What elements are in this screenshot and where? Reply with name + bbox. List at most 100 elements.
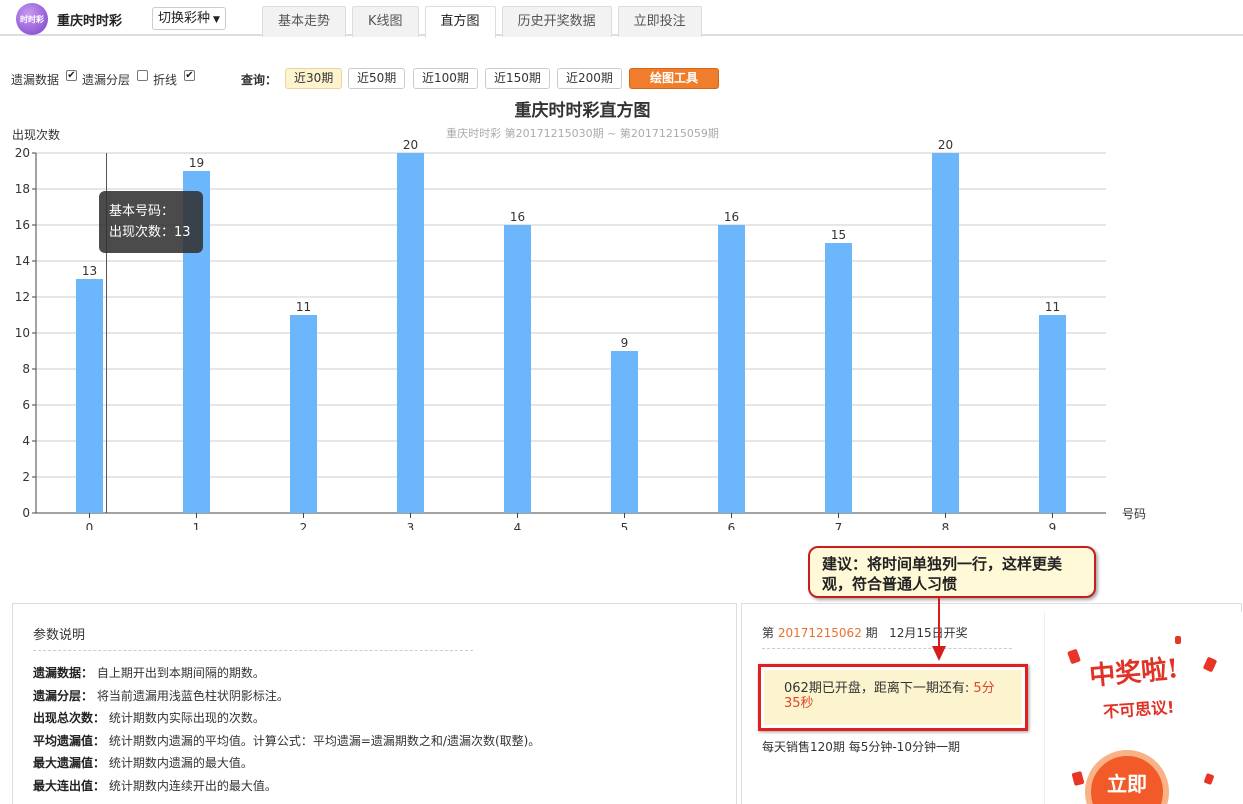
tab-history-data[interactable]: 历史开奖数据: [501, 6, 612, 37]
data-label-6: 16: [724, 210, 739, 224]
data-label-5: 9: [621, 336, 629, 350]
param-item: 遗漏数据： 自上期开出到本期间隔的期数。: [33, 662, 540, 685]
divider: [762, 648, 1012, 649]
y-tick-label: 12: [15, 290, 30, 304]
app-title: 重庆时时彩: [57, 14, 123, 29]
option-label-missing-layer: 遗漏分层: [82, 73, 131, 87]
query-150-button[interactable]: 近150期: [485, 68, 550, 89]
x-tick-label-5: 5: [621, 521, 629, 530]
params-panel: 参数说明 遗漏数据： 自上期开出到本期间隔的期数。 遗漏分层： 将当前遗漏用浅蓝…: [12, 603, 737, 804]
issue-number: 20171215062: [777, 626, 862, 640]
chart-subtitle: 重庆时时彩 第20171215030期 ~ 第20171215059期: [446, 127, 719, 140]
param-desc: 统计期数内遗漏的最大值。: [108, 756, 253, 770]
histogram-chart: 出现次数024681012141618201301911122031649516…: [12, 127, 1146, 530]
x-tick-label-0: 0: [86, 521, 94, 530]
red-envelope-icon: [1203, 772, 1215, 786]
bar-5: [611, 351, 638, 513]
param-item: 最大连出值： 统计期数内连续开出的最大值。: [33, 775, 540, 798]
x-tick-label-8: 8: [942, 521, 950, 530]
promo-bet-button[interactable]: 立即: [1085, 750, 1169, 804]
param-item: 遗漏分层： 将当前遗漏用浅蓝色柱状阴影标注。: [33, 685, 540, 708]
y-tick-label: 6: [22, 398, 30, 412]
nav-tabs: 基本走势 K线图 直方图 历史开奖数据 立即投注: [262, 6, 708, 38]
tab-k-line[interactable]: K线图: [352, 6, 419, 37]
data-label-9: 11: [1045, 300, 1060, 314]
tab-bet-now[interactable]: 立即投注: [617, 6, 702, 37]
top-bar: 时时彩 重庆时时彩 切换彩种 ▼ 基本走势 K线图 直方图 历史开奖数据 立即投注: [0, 0, 1243, 38]
bar-4: [504, 225, 531, 513]
data-label-8: 20: [938, 138, 953, 152]
x-tick-label-6: 6: [728, 521, 736, 530]
red-envelope-icon: [1067, 648, 1081, 665]
tab-histogram[interactable]: 直方图: [424, 6, 496, 38]
divider: [33, 650, 473, 651]
issue-line: 第 20171215062 期 12月15日开奖: [762, 624, 968, 641]
param-desc: 将当前遗漏用浅蓝色柱状阴影标注。: [96, 688, 289, 703]
param-term: 遗漏数据：: [33, 666, 94, 680]
query-50-button[interactable]: 近50期: [348, 68, 406, 89]
countdown-value: 5分35秒: [784, 681, 995, 711]
bar-3: [397, 153, 424, 513]
query-100-button[interactable]: 近100期: [413, 68, 478, 89]
query-200-button[interactable]: 近200期: [557, 68, 622, 89]
red-envelope-icon: [1202, 656, 1218, 673]
data-label-3: 20: [403, 138, 418, 152]
countdown-text: 062期已开盘，距离下一期还有:: [784, 681, 970, 696]
param-term: 最大遗漏值：: [33, 756, 106, 770]
bar-8: [932, 153, 959, 513]
params-title: 参数说明: [33, 628, 86, 643]
app-logo[interactable]: 时时彩: [16, 3, 48, 35]
x-tick-label-1: 1: [193, 521, 201, 530]
countdown-inner: 062期已开盘，距离下一期还有: 5分35秒: [764, 670, 1022, 725]
y-tick-label: 14: [15, 254, 30, 268]
switch-lottery-dropdown[interactable]: 切换彩种 ▼: [152, 7, 226, 30]
param-desc: 统计期数内遗漏的平均值。计算公式：平均遗漏=遗漏期数之和/遗漏次数(取整)。: [108, 733, 541, 748]
param-item: 出现总次数： 统计期数内实际出现的次数。: [33, 707, 540, 730]
x-tick-label-4: 4: [514, 521, 522, 530]
params-list: 遗漏数据： 自上期开出到本期间隔的期数。 遗漏分层： 将当前遗漏用浅蓝色柱状阴影…: [33, 662, 540, 797]
bar-7: [825, 243, 852, 513]
x-tick-label-3: 3: [407, 521, 415, 530]
data-label-1: 19: [189, 156, 204, 170]
x-axis-label: 号码: [1122, 507, 1146, 521]
controls-bar: 遗漏数据 ✔ 遗漏分层 折线 ✔ 查询： 近30期 近50期 近100期 近15…: [11, 68, 1231, 92]
checkbox-missing-layer[interactable]: [137, 70, 148, 81]
annotation-callout: 建议：将时间单独列一行，这样更美观，符合普通人习惯: [808, 546, 1096, 598]
data-label-2: 11: [296, 300, 311, 314]
y-tick-label: 16: [15, 218, 30, 232]
red-envelope-icon: [1071, 770, 1085, 787]
promo-title: 中奖啦!: [1088, 654, 1180, 692]
query-30-button[interactable]: 近30期: [285, 68, 343, 89]
param-desc: 自上期开出到本期间隔的期数。: [96, 666, 265, 680]
query-label: 查询：: [241, 73, 278, 87]
y-tick-label: 20: [15, 146, 30, 160]
bar-6: [718, 225, 745, 513]
checkbox-line[interactable]: ✔: [184, 70, 195, 81]
red-envelope-icon: [1175, 636, 1181, 644]
y-tick-label: 4: [22, 434, 30, 448]
x-tick-label-2: 2: [300, 521, 308, 530]
param-desc: 统计期数内实际出现的次数。: [108, 711, 265, 725]
draw-tool-button[interactable]: 绘图工具: [629, 68, 719, 89]
y-tick-label: 2: [22, 470, 30, 484]
y-tick-label: 18: [15, 182, 30, 196]
promo-button-label: 立即: [1107, 772, 1147, 796]
param-term: 最大连出值：: [33, 778, 106, 793]
y-tick-label: 0: [22, 506, 30, 520]
promo-subtitle: 不可思议!: [1102, 697, 1175, 722]
chart-tooltip: 基本号码： 出现次数：13: [99, 191, 203, 253]
chart-title: 重庆时时彩直方图: [514, 101, 651, 121]
tooltip-line-count: 出现次数：13: [109, 225, 191, 240]
switch-lottery-label: 切换彩种: [158, 11, 211, 26]
param-item: 平均遗漏值： 统计期数内遗漏的平均值。计算公式：平均遗漏=遗漏期数之和/遗漏次数…: [33, 730, 540, 753]
param-term: 平均遗漏值：: [33, 733, 106, 748]
tab-basic-trend[interactable]: 基本走势: [262, 6, 347, 37]
promo-banner[interactable]: 中奖啦! 不可思议! 立即: [1044, 612, 1243, 804]
checkbox-missing-data[interactable]: ✔: [66, 70, 77, 81]
x-tick-label-9: 9: [1049, 521, 1057, 530]
draw-date: 12月15日开奖: [889, 626, 968, 640]
data-label-7: 15: [831, 228, 846, 242]
data-label-0: 13: [82, 264, 97, 278]
param-item: 最大遗漏值： 统计期数内遗漏的最大值。: [33, 752, 540, 775]
param-term: 遗漏分层：: [33, 688, 94, 703]
